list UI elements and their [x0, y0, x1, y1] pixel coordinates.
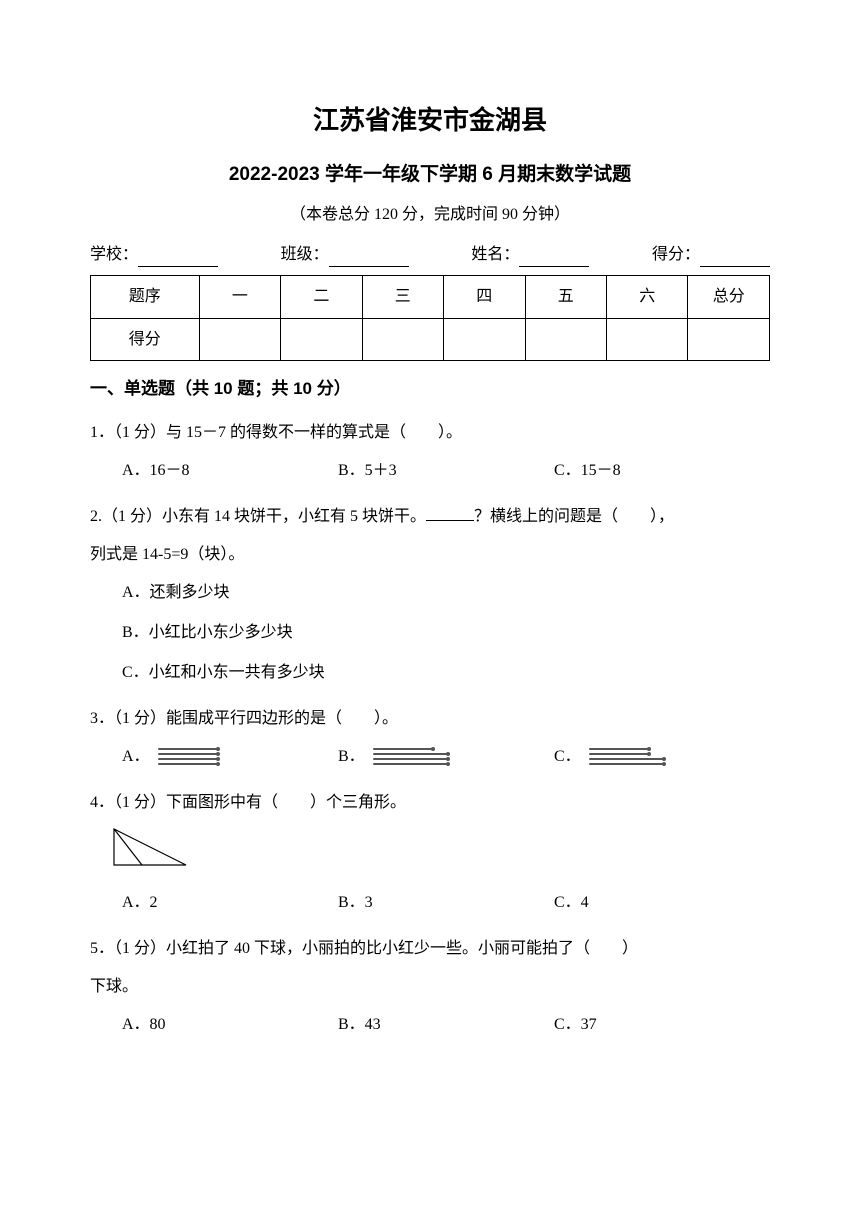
td-blank[interactable]	[281, 318, 362, 361]
th-2: 二	[281, 276, 362, 319]
td-blank[interactable]	[606, 318, 687, 361]
q1-stem: 1．（1 分）与 15－7 的得数不一样的算式是（ ）。	[90, 417, 770, 449]
q3-a-label: A．	[122, 748, 150, 765]
question-1: 1．（1 分）与 15－7 的得数不一样的算式是（ ）。 A．16－8 B．5＋…	[90, 417, 770, 487]
title-sub: 2022-2023 学年一年级下学期 6 月期末数学试题	[90, 160, 770, 190]
td-blank[interactable]	[199, 318, 280, 361]
name-label: 姓名：	[471, 246, 519, 263]
q3-choice-c[interactable]: C．	[554, 741, 770, 773]
q2-stem-post: ？横线上的问题是（ ），	[474, 508, 674, 525]
q1-choice-c[interactable]: C．15－8	[554, 455, 770, 487]
td-score-label: 得分	[91, 318, 200, 361]
q2-choices: A．还剩多少块 B．小红比小东少多少块 C．小红和小东一共有多少块	[90, 577, 770, 689]
school-label: 学校：	[90, 246, 138, 263]
school-blank[interactable]	[138, 248, 218, 267]
td-blank[interactable]	[525, 318, 606, 361]
sticks-icon	[158, 748, 218, 765]
name-blank[interactable]	[519, 248, 589, 267]
score-table: 题序 一 二 三 四 五 六 总分 得分	[90, 275, 770, 361]
q5-choice-c[interactable]: C．37	[554, 1009, 770, 1041]
q4-choice-a[interactable]: A．2	[122, 887, 338, 919]
question-3: 3．（1 分）能围成平行四边形的是（ ）。 A． B． C．	[90, 703, 770, 773]
q1-choices: A．16－8 B．5＋3 C．15－8	[90, 455, 770, 487]
student-info-row: 学校： 班级： 姓名： 得分：	[90, 242, 770, 268]
class-blank[interactable]	[329, 248, 409, 267]
q1-choice-a[interactable]: A．16－8	[122, 455, 338, 487]
q5-choice-a[interactable]: A．80	[122, 1009, 338, 1041]
q4-choice-b[interactable]: B．3	[338, 887, 554, 919]
th-5: 五	[525, 276, 606, 319]
q3-choices: A． B． C．	[90, 741, 770, 773]
th-1: 一	[199, 276, 280, 319]
q4-choice-c[interactable]: C．4	[554, 887, 770, 919]
td-blank[interactable]	[362, 318, 443, 361]
table-row: 得分	[91, 318, 770, 361]
td-blank[interactable]	[444, 318, 525, 361]
class-field[interactable]: 班级：	[281, 242, 409, 268]
q3-choice-a[interactable]: A．	[122, 741, 338, 773]
title-main: 江苏省淮安市金湖县	[90, 100, 770, 142]
q5-stem-2: 下球。	[90, 971, 770, 1003]
q5-choices: A．80 B．43 C．37	[90, 1009, 770, 1041]
q3-c-label: C．	[554, 748, 581, 765]
th-4: 四	[444, 276, 525, 319]
triangle-icon	[110, 825, 190, 869]
q2-stem-pre: 2.（1 分）小东有 14 块饼干，小红有 5 块饼干。	[90, 508, 426, 525]
triangle-figure	[110, 825, 770, 881]
th-6: 六	[606, 276, 687, 319]
q3-choice-b[interactable]: B．	[338, 741, 554, 773]
question-2: 2.（1 分）小东有 14 块饼干，小红有 5 块饼干。 ？横线上的问题是（ ），…	[90, 501, 770, 689]
q4-choices: A．2 B．3 C．4	[90, 887, 770, 919]
q1-choice-b[interactable]: B．5＋3	[338, 455, 554, 487]
q2-blank[interactable]	[426, 505, 474, 521]
exam-info: （本卷总分 120 分，完成时间 90 分钟）	[90, 202, 770, 228]
q5-stem-1: 5．（1 分）小红拍了 40 下球，小丽拍的比小红少一些。小丽可能拍了（ ）	[90, 933, 770, 965]
name-field[interactable]: 姓名：	[471, 242, 589, 268]
score-blank[interactable]	[700, 248, 770, 267]
q5-choice-b[interactable]: B．43	[338, 1009, 554, 1041]
q2-stem-2: 列式是 14-5=9（块）。	[90, 539, 770, 571]
sticks-icon	[373, 748, 448, 765]
score-label: 得分：	[652, 246, 700, 263]
q2-choice-b[interactable]: B．小红比小东少多少块	[122, 617, 770, 649]
question-4: 4．（1 分）下面图形中有（ ）个三角形。 A．2 B．3 C．4	[90, 787, 770, 919]
table-row: 题序 一 二 三 四 五 六 总分	[91, 276, 770, 319]
q2-choice-a[interactable]: A．还剩多少块	[122, 577, 770, 609]
th-total: 总分	[688, 276, 770, 319]
th-3: 三	[362, 276, 443, 319]
sticks-icon	[589, 748, 664, 765]
td-blank[interactable]	[688, 318, 770, 361]
score-field[interactable]: 得分：	[652, 242, 770, 268]
school-field[interactable]: 学校：	[90, 242, 218, 268]
question-5: 5．（1 分）小红拍了 40 下球，小丽拍的比小红少一些。小丽可能拍了（ ） 下…	[90, 933, 770, 1041]
class-label: 班级：	[281, 246, 329, 263]
q2-stem-1: 2.（1 分）小东有 14 块饼干，小红有 5 块饼干。 ？横线上的问题是（ ），	[90, 501, 770, 533]
q2-choice-c[interactable]: C．小红和小东一共有多少块	[122, 657, 770, 689]
q3-b-label: B．	[338, 748, 365, 765]
th-section: 题序	[91, 276, 200, 319]
q3-stem: 3．（1 分）能围成平行四边形的是（ ）。	[90, 703, 770, 735]
section-1-header: 一、单选题（共 10 题；共 10 分）	[90, 375, 770, 402]
q4-stem: 4．（1 分）下面图形中有（ ）个三角形。	[90, 787, 770, 819]
